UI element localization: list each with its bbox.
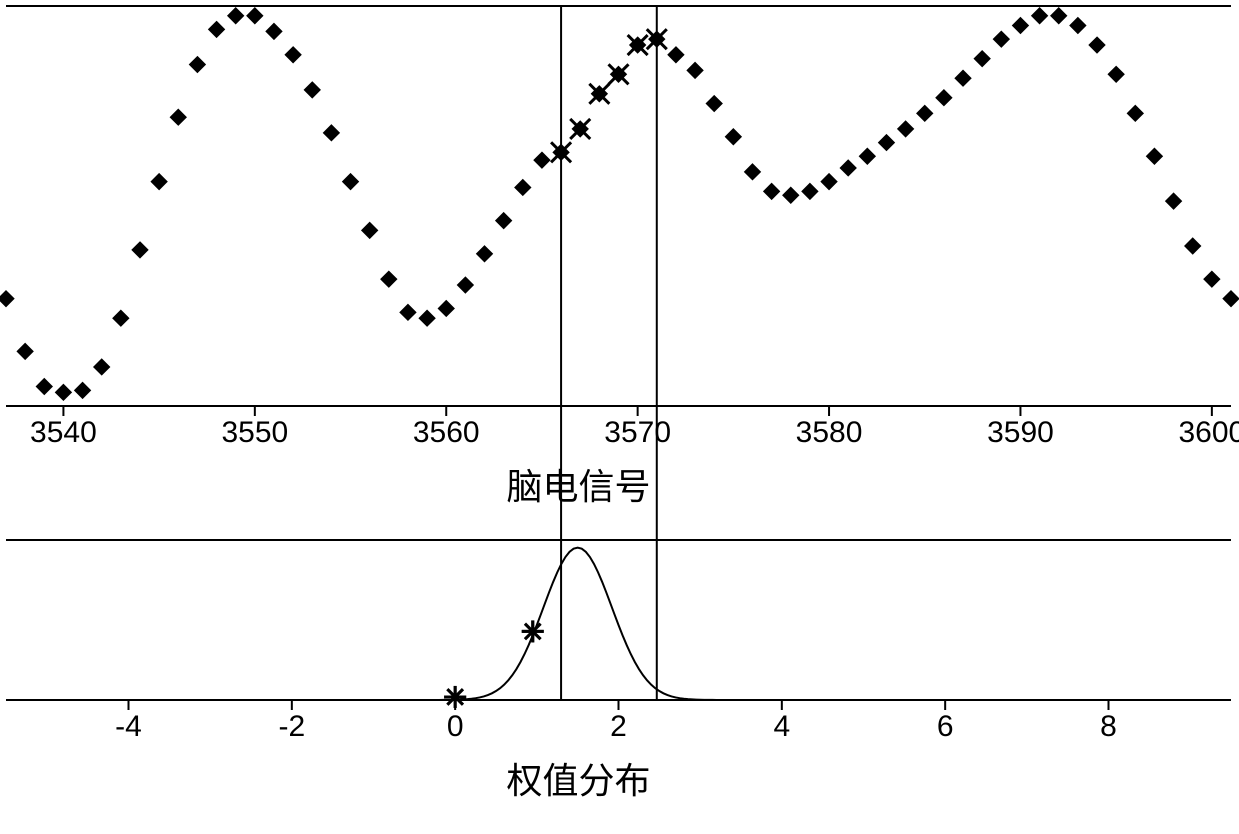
top-point [457,277,473,293]
top-point [343,174,359,190]
bot-xtick-6: 6 [885,710,1005,744]
top-point [400,304,416,320]
top-point [94,359,110,375]
bot-xtick-0: 0 [395,710,515,744]
top-point [687,62,703,78]
top-xtick-3600: 3600 [1152,416,1239,450]
top-point [955,70,971,86]
top-point [1012,18,1028,34]
top-point [1089,37,1105,53]
top-point [859,148,875,164]
top-point [189,57,205,73]
top-chart-title: 脑电信号 [429,458,729,510]
top-point [36,378,52,394]
top-point [228,8,244,24]
top-xtick-3560: 3560 [386,416,506,450]
top-point [323,125,339,141]
top-xtick-3550: 3550 [195,416,315,450]
top-point [744,164,760,180]
top-point [209,21,225,37]
top-point [1185,238,1201,254]
bot-xtick-4: 4 [722,710,842,744]
top-point [304,82,320,98]
top-point [419,310,435,326]
bot-xtick-2: 2 [559,710,679,744]
top-point [285,47,301,63]
top-point [113,310,129,326]
top-point [974,51,990,67]
top-point [725,129,741,145]
top-point [936,90,952,106]
top-point [75,382,91,398]
top-point [266,23,282,39]
bot-xtick-8: 8 [1049,710,1169,744]
top-point [151,174,167,190]
top-point [17,343,33,359]
top-point [917,105,933,121]
top-point [878,135,894,151]
top-point [821,174,837,190]
top-point [898,121,914,137]
top-point [0,291,14,307]
top-point [247,8,263,24]
top-point [1204,271,1220,287]
top-xtick-3540: 3540 [3,416,123,450]
top-point [515,179,531,195]
bot-xtick--2: -2 [232,710,352,744]
top-point [170,109,186,125]
top-xtick-3580: 3580 [769,416,889,450]
top-point [1146,148,1162,164]
top-xtick-3570: 3570 [578,416,698,450]
top-point [783,187,799,203]
top-point [534,152,550,168]
top-point [1051,8,1067,24]
top-point [1127,105,1143,121]
top-point [1108,66,1124,82]
bottom-chart-title: 权值分布 [429,752,729,804]
top-point [496,213,512,229]
chart-container: 3540 3550 3560 3570 3580 3590 3600 脑电信号 -4 -2 0 2 4 6… [0,0,1239,834]
top-point [993,31,1009,47]
top-point [1032,8,1048,24]
bot-xtick--4: -4 [69,710,189,744]
top-point [1166,193,1182,209]
top-point [1223,291,1239,307]
top-point [55,384,71,400]
top-point [362,222,378,238]
top-point [132,242,148,258]
top-xtick-3590: 3590 [960,416,1080,450]
top-point [706,96,722,112]
top-point [764,183,780,199]
top-point [438,300,454,316]
top-point [477,246,493,262]
top-point [1070,18,1086,34]
top-point [802,183,818,199]
top-point [840,160,856,176]
top-point [381,271,397,287]
top-point [668,47,684,63]
